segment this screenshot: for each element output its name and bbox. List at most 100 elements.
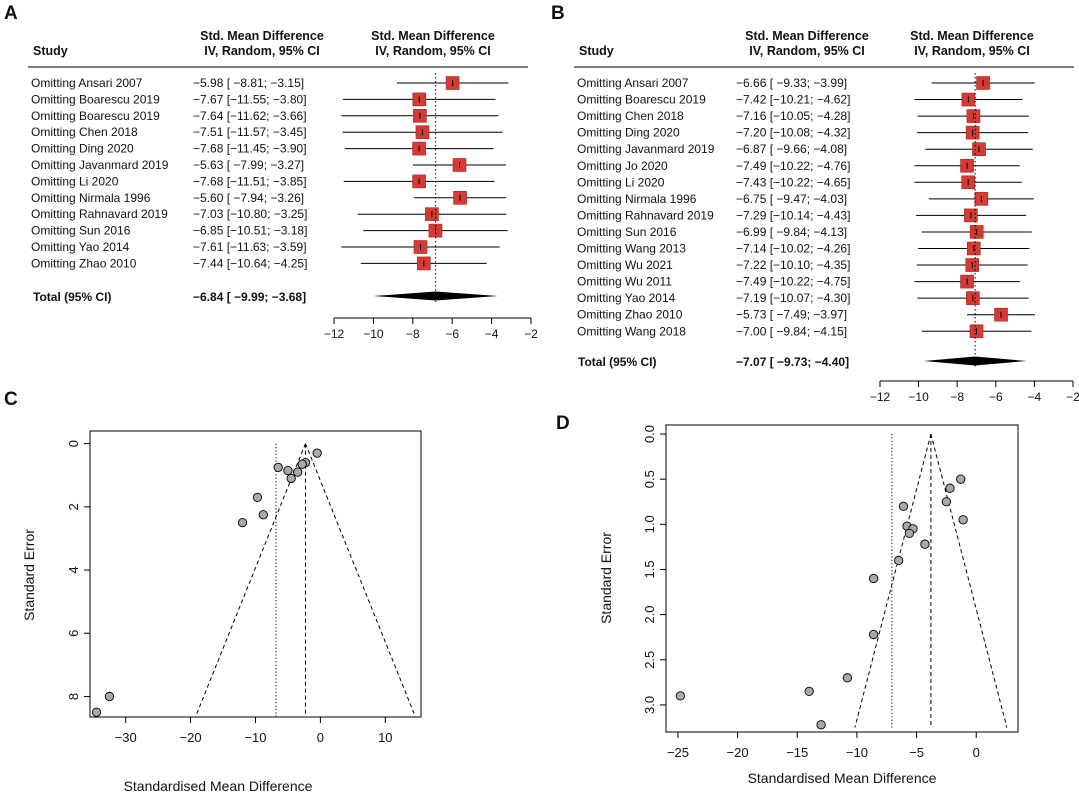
- study-ci-text: −7.20 [−10.08; −4.32]: [736, 126, 850, 140]
- study-label: Omitting Li 2020: [31, 174, 119, 188]
- effect-column-subheader: IV, Random, 95% CI: [749, 44, 865, 58]
- study-point: [945, 483, 955, 493]
- study-point: [286, 473, 296, 484]
- study-column-header: Study: [33, 44, 68, 58]
- x-tick-label: −12: [870, 390, 891, 404]
- study-label: Omitting Wang 2018: [577, 324, 686, 338]
- panel-letter: A: [4, 3, 18, 24]
- x-tick-label: 0: [973, 745, 980, 760]
- study-ci-text: −6.66 [ −9.33; −3.99]: [736, 76, 847, 90]
- study-ci-text: −6.87 [ −9.66; −4.08]: [736, 142, 847, 156]
- y-axis-label: Standard Error: [598, 532, 614, 624]
- study-point: [91, 707, 102, 717]
- total-ci-text: −7.07 [ −9.73; −4.40]: [736, 355, 849, 369]
- study-point: [252, 492, 263, 503]
- study-ci-text: −7.16 [−10.05; −4.28]: [736, 109, 850, 123]
- x-axis: −12 −10 −8 −6 −4 −2: [324, 317, 538, 341]
- x-tick-label: −6: [445, 327, 459, 341]
- x-tick-label: −10: [846, 745, 868, 760]
- y-tick-label: 0: [66, 440, 81, 447]
- study-label: Omitting Yao 2014: [31, 240, 130, 254]
- study-label: Omitting Wu 2021: [577, 258, 673, 272]
- x-tick-label: −8: [950, 390, 964, 404]
- x-tick-label: −10: [363, 327, 384, 341]
- plot-column-subheader: IV, Random, 95% CI: [375, 44, 491, 58]
- study-point: [258, 510, 268, 520]
- plot-column-header: Std. Mean Difference: [910, 29, 1034, 43]
- study-point: [920, 539, 930, 549]
- study-label: Omitting Zhao 2010: [577, 308, 683, 322]
- study-rows: Omitting Ansari 2007 −5.98 [ −8.81; −3.15…: [31, 76, 509, 270]
- study-point: [283, 465, 293, 476]
- x-tick-label: −4: [485, 327, 499, 341]
- plot-frame: [665, 424, 1019, 733]
- study-point: [956, 474, 966, 484]
- study-column-header: Study: [579, 44, 614, 58]
- x-axis: −12 −10 −8 −6 −4 −2: [870, 380, 1079, 404]
- panel-a: A Study Std. Mean Difference IV, Random,…: [4, 3, 538, 341]
- y-tick-label: 6: [66, 630, 81, 637]
- total-diamond: [923, 356, 1027, 366]
- study-label: Omitting Ding 2020: [577, 126, 680, 140]
- study-ci-text: −7.14 [−10.02; −4.26]: [736, 242, 850, 256]
- x-tick-label: −30: [115, 730, 137, 745]
- study-label: Omitting Rahnavard 2019: [577, 208, 714, 222]
- total-label: Total (95% CI): [33, 290, 111, 304]
- panel-letter: B: [551, 3, 565, 24]
- study-ci-text: −7.67 [−11.55; −3.80]: [193, 92, 307, 106]
- study-ci-text: −5.63 [ −7.99; −3.27]: [193, 158, 304, 172]
- study-ci-text: −7.61 [−11.63; −3.59]: [193, 240, 307, 254]
- y-tick-label: 0.0: [642, 425, 657, 443]
- study-label: Omitting Yao 2014: [577, 291, 676, 305]
- x-tick-label: −20: [180, 730, 202, 745]
- funnel-plot: −25 −20 −15 −10 −5 0 0.0 0.5 1.0 1.5 2.0 2.5 3.0: [642, 425, 1008, 760]
- y-tick-label: 3.0: [642, 696, 657, 714]
- total-label: Total (95% CI): [578, 355, 656, 369]
- study-ci-text: −6.99 [ −9.84; −4.13]: [736, 225, 847, 239]
- study-point: [868, 629, 879, 640]
- study-rows: Omitting Ansari 2007 −6.66 [ −9.33; −3.99…: [577, 76, 1035, 338]
- x-tick-label: −8: [406, 327, 420, 341]
- study-ci-text: −7.29 [−10.14; −4.43]: [736, 208, 850, 222]
- panel-d: D −25 −20 −15 −10 −5 0 0.0 0.5 1.0 1.5 2.0 2.5 3.0 S…: [556, 413, 1019, 786]
- study-label: Omitting Rahnavard 2019: [31, 207, 168, 221]
- study-ci-text: −7.49 [−10.22; −4.75]: [736, 275, 850, 289]
- x-tick-label: −20: [727, 745, 749, 760]
- x-tick-label: −10: [908, 390, 929, 404]
- panel-letter: C: [4, 389, 18, 410]
- study-ci-text: −7.68 [−11.45; −3.90]: [193, 142, 307, 156]
- study-ci-text: −7.19 [−10.07; −4.30]: [736, 291, 850, 305]
- study-label: Omitting Wang 2013: [577, 242, 686, 256]
- x-tick-label: −4: [1028, 390, 1042, 404]
- study-label: Omitting Javanmard 2019: [31, 158, 169, 172]
- study-point: [293, 467, 303, 477]
- study-ci-text: −7.00 [ −9.84; −4.15]: [736, 324, 847, 338]
- y-tick-label: 2.0: [642, 606, 657, 624]
- effect-column-header: Std. Mean Difference: [745, 29, 869, 43]
- study-point: [273, 462, 283, 472]
- study-point: [894, 555, 904, 566]
- study-point: [958, 515, 968, 525]
- panel-letter: D: [556, 413, 570, 434]
- study-label: Omitting Li 2020: [577, 175, 665, 189]
- study-ci-text: −7.22 [−10.10; −4.35]: [736, 258, 850, 272]
- x-tick-label: −6: [989, 390, 1003, 404]
- study-point: [816, 720, 826, 730]
- x-tick-label: −12: [324, 327, 345, 341]
- study-point: [904, 528, 915, 539]
- study-ci-text: −7.51 [−11.57; −3.45]: [193, 125, 307, 139]
- y-tick-label: 2.5: [642, 651, 657, 669]
- y-tick-label: 1.0: [642, 515, 657, 533]
- funnel-left-bound: [194, 443, 306, 718]
- x-axis-label: Standardised Mean Difference: [748, 770, 937, 786]
- study-ci-text: −7.49 [−10.22; −4.76]: [736, 159, 850, 173]
- study-label: Omitting Zhao 2010: [31, 256, 137, 270]
- panel-b: B Study Std. Mean Difference IV, Random,…: [551, 3, 1079, 404]
- study-label: Omitting Boarescu 2019: [31, 109, 160, 123]
- effect-column-header: Std. Mean Difference: [200, 29, 324, 43]
- study-ci-text: −6.75 [ −9.47; −4.03]: [736, 192, 847, 206]
- study-ci-text: −7.43 [−10.22; −4.65]: [736, 175, 850, 189]
- x-tick-label: −25: [667, 745, 689, 760]
- study-ci-text: −7.64 [−11.62; −3.66]: [193, 109, 307, 123]
